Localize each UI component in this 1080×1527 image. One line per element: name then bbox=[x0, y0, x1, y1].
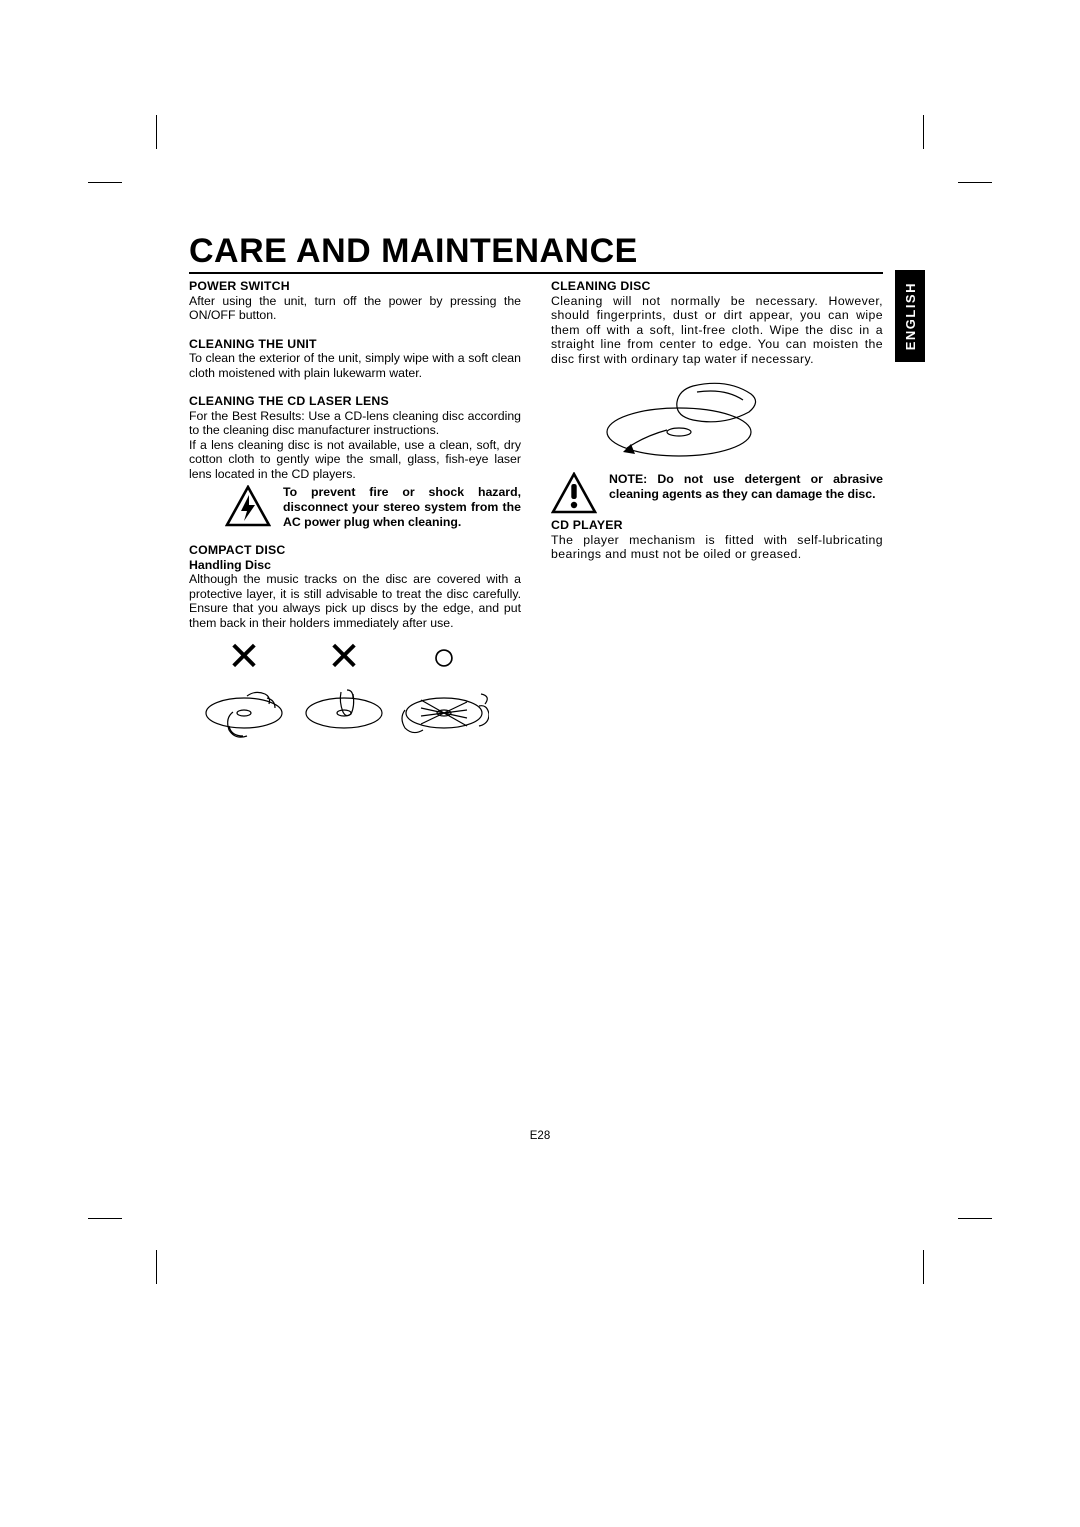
cleaning-unit-heading: CLEANING THE UNIT bbox=[189, 337, 521, 352]
crop-mark bbox=[923, 115, 924, 149]
lightning-triangle-icon bbox=[225, 485, 271, 527]
disc-handling-diagram: ✕ ✕ ○ bbox=[189, 640, 521, 750]
power-switch-text: After using the unit, turn off the power… bbox=[189, 294, 521, 323]
section-title: CARE AND MAINTENANCE bbox=[189, 232, 883, 274]
power-switch-heading: POWER SWITCH bbox=[189, 279, 521, 294]
bad-mark-2: ✕ bbox=[327, 640, 361, 679]
crop-mark bbox=[88, 1218, 122, 1219]
hazard-warning: To prevent fire or shock hazard, disconn… bbox=[189, 485, 521, 529]
crop-mark bbox=[958, 182, 992, 183]
crop-mark bbox=[88, 182, 122, 183]
crop-mark bbox=[923, 1250, 924, 1284]
cleaning-lens-text-2: If a lens cleaning disc is not available… bbox=[189, 438, 521, 482]
cd-player-text: The player mechanism is fitted with self… bbox=[551, 533, 883, 562]
compact-disc-heading: COMPACT DISC bbox=[189, 543, 521, 558]
right-column: CLEANING DISC Cleaning will not normally… bbox=[551, 279, 883, 758]
cleaning-unit-text: To clean the exterior of the unit, simpl… bbox=[189, 351, 521, 380]
crop-mark bbox=[958, 1218, 992, 1219]
cleaning-lens-heading: CLEANING THE CD LASER LENS bbox=[189, 394, 521, 409]
cleaning-disc-heading: CLEANING DISC bbox=[551, 279, 883, 294]
disc-wipe-diagram bbox=[597, 374, 883, 460]
exclamation-triangle-icon bbox=[551, 472, 597, 514]
hazard-warning-text: To prevent fire or shock hazard, disconn… bbox=[283, 485, 521, 529]
page-number: E28 bbox=[0, 1130, 1080, 1142]
detergent-note: NOTE: Do not use detergent or abrasive c… bbox=[551, 472, 883, 514]
crop-mark bbox=[156, 115, 157, 149]
content-columns: POWER SWITCH After using the unit, turn … bbox=[189, 279, 883, 758]
language-tab-label: ENGLISH bbox=[903, 282, 918, 350]
crop-mark bbox=[156, 1250, 157, 1284]
cd-player-heading: CD PLAYER bbox=[551, 518, 883, 533]
manual-page: CARE AND MAINTENANCE ENGLISH POWER SWITC… bbox=[0, 0, 1080, 1527]
handling-disc-heading: Handling Disc bbox=[189, 558, 521, 573]
language-tab: ENGLISH bbox=[895, 270, 925, 362]
cleaning-disc-text: Cleaning will not normally be necessary.… bbox=[551, 294, 883, 367]
detergent-note-text: NOTE: Do not use detergent or abrasive c… bbox=[609, 472, 883, 502]
handling-disc-text: Although the music tracks on the disc ar… bbox=[189, 572, 521, 630]
bad-mark-1: ✕ bbox=[227, 640, 261, 679]
good-mark: ○ bbox=[432, 640, 456, 679]
cleaning-lens-text-1: For the Best Results: Use a CD-lens clea… bbox=[189, 409, 521, 438]
left-column: POWER SWITCH After using the unit, turn … bbox=[189, 279, 521, 758]
